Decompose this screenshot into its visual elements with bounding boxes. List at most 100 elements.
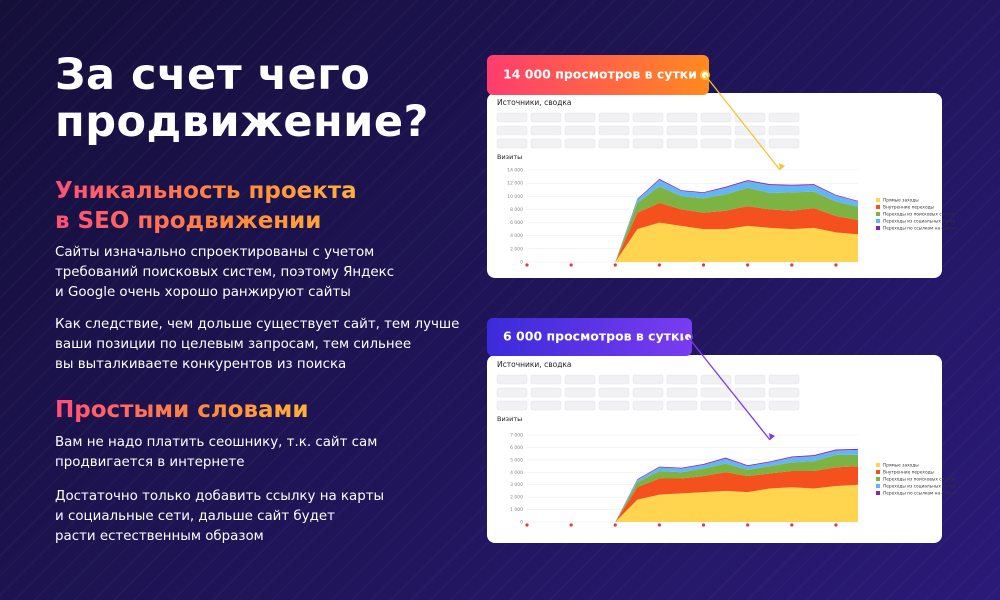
legend-swatch: [876, 212, 880, 216]
line: Вам не надо платить сеошнику, т.к. сайт …: [55, 435, 378, 450]
toolbar-button: [666, 125, 698, 136]
event-dot: [613, 523, 617, 527]
event-dot: [525, 523, 529, 527]
y-tick-label: 2 000: [510, 246, 523, 252]
area: [527, 202, 858, 262]
legend-label: Переходы по ссылкам на сайтах: [883, 490, 957, 497]
toolbar-button: [564, 374, 596, 385]
y-tick-label: 7 000: [510, 433, 523, 439]
toolbar-button: [530, 125, 562, 136]
line: продвигается в интернете: [55, 455, 245, 470]
badge: [487, 318, 692, 356]
y-tick-label: 5 000: [510, 457, 523, 463]
event-dot: [834, 263, 838, 267]
toolbar-button: [666, 138, 698, 149]
toolbar-button: [598, 387, 630, 398]
legend-label: Внутренние переходы: [883, 470, 935, 476]
area: [527, 222, 858, 262]
toolbar-button: [734, 387, 766, 398]
badge: [487, 55, 709, 95]
legend-label: Внутренние переходы: [883, 205, 935, 211]
line: Как следствие, чем дольше существует сай…: [55, 317, 460, 332]
toolbar-button: [530, 400, 562, 411]
y-tick-label: 4 000: [510, 233, 523, 239]
toolbar-button: [564, 138, 596, 149]
paragraph: Сайты изначально спроектированы с учетом…: [55, 243, 394, 303]
badge-text: 6 000 просмотров в сутки: [503, 329, 688, 344]
window-title: Источники, сводка: [497, 98, 572, 107]
event-dot: [569, 263, 573, 267]
toolbar-button: [632, 374, 664, 385]
window-title: Источники, сводка: [497, 360, 572, 369]
legend-label: Переходы по ссылкам на сайтах: [883, 225, 957, 232]
paragraph: Вам не надо платить сеошнику, т.к. сайт …: [55, 433, 377, 473]
toolbar-button: [496, 138, 528, 149]
legend-swatch: [876, 205, 880, 209]
toolbar-button: [530, 374, 562, 385]
toolbar-button: [496, 400, 528, 411]
toolbar-button: [496, 387, 528, 398]
toolbar-button: [768, 112, 800, 123]
legend-label: Прямые заходы: [883, 463, 919, 469]
toolbar-button: [598, 374, 630, 385]
paragraph: Как следствие, чем дольше существует сай…: [55, 315, 459, 375]
toolbar-button: [530, 112, 562, 123]
y-tick-label: 6 000: [510, 220, 523, 226]
toolbar-button: [734, 400, 766, 411]
event-dot: [525, 263, 529, 267]
arrow: [687, 336, 771, 441]
event-dot: [657, 523, 662, 527]
toolbar-button: [496, 374, 528, 385]
toolbar-button: [734, 374, 766, 385]
toolbar-button: [700, 112, 732, 123]
toolbar-button: [700, 400, 732, 411]
line: ваши позиции по целевым запросам, тем си…: [55, 337, 412, 352]
toolbar-button: [734, 112, 766, 123]
toolbar-button: [666, 374, 698, 385]
title-line: За счет чего: [55, 50, 371, 100]
toolbar-button: [530, 387, 562, 398]
toolbar-button: [632, 400, 664, 411]
legend-swatch: [876, 463, 880, 467]
chart-label: Визиты: [497, 415, 522, 423]
legend-swatch: [876, 198, 880, 202]
y-tick-label: 0: [520, 520, 523, 526]
legend-swatch: [876, 470, 880, 474]
area: [527, 179, 858, 262]
toolbar-button: [700, 387, 732, 398]
toolbar-button: [564, 125, 596, 136]
event-dot: [790, 263, 794, 267]
toolbar-button: [632, 125, 664, 136]
paragraph: Достаточно только добавить ссылку на кар…: [55, 487, 384, 547]
area: [527, 186, 858, 262]
toolbar-button: [598, 125, 630, 136]
y-tick-label: 1 000: [510, 507, 523, 513]
chart-label: Визиты: [497, 153, 522, 161]
toolbar-button: [564, 400, 596, 411]
y-tick-label: 14 000: [507, 168, 523, 174]
toolbar-button: [768, 374, 800, 385]
legend-swatch: [876, 484, 880, 488]
line: требований поисковых систем, поэтому Янд…: [55, 265, 395, 280]
area: [527, 484, 858, 522]
legend-label: Переходы из поисковых систем: [883, 477, 955, 483]
line: вы выталкиваете конкурентов из поиска: [55, 357, 347, 372]
toolbar-button: [666, 400, 698, 411]
toolbar-button: [700, 138, 732, 149]
title-line: продвижение?: [55, 97, 429, 147]
toolbar-button: [598, 112, 630, 123]
event-dot: [790, 523, 794, 527]
event-dot: [746, 523, 750, 527]
toolbar-button: [564, 387, 596, 398]
event-dot: [569, 523, 573, 527]
event-dot: [834, 523, 838, 527]
toolbar-button: [598, 138, 630, 149]
toolbar-button: [632, 387, 664, 398]
event-dot: [701, 523, 706, 527]
legend-label: Переходы из поисковых систем: [883, 212, 955, 218]
legend-label: Переходы из социальных сетей: [883, 483, 955, 490]
toolbar-button: [768, 387, 800, 398]
y-tick-label: 6 000: [510, 445, 523, 451]
